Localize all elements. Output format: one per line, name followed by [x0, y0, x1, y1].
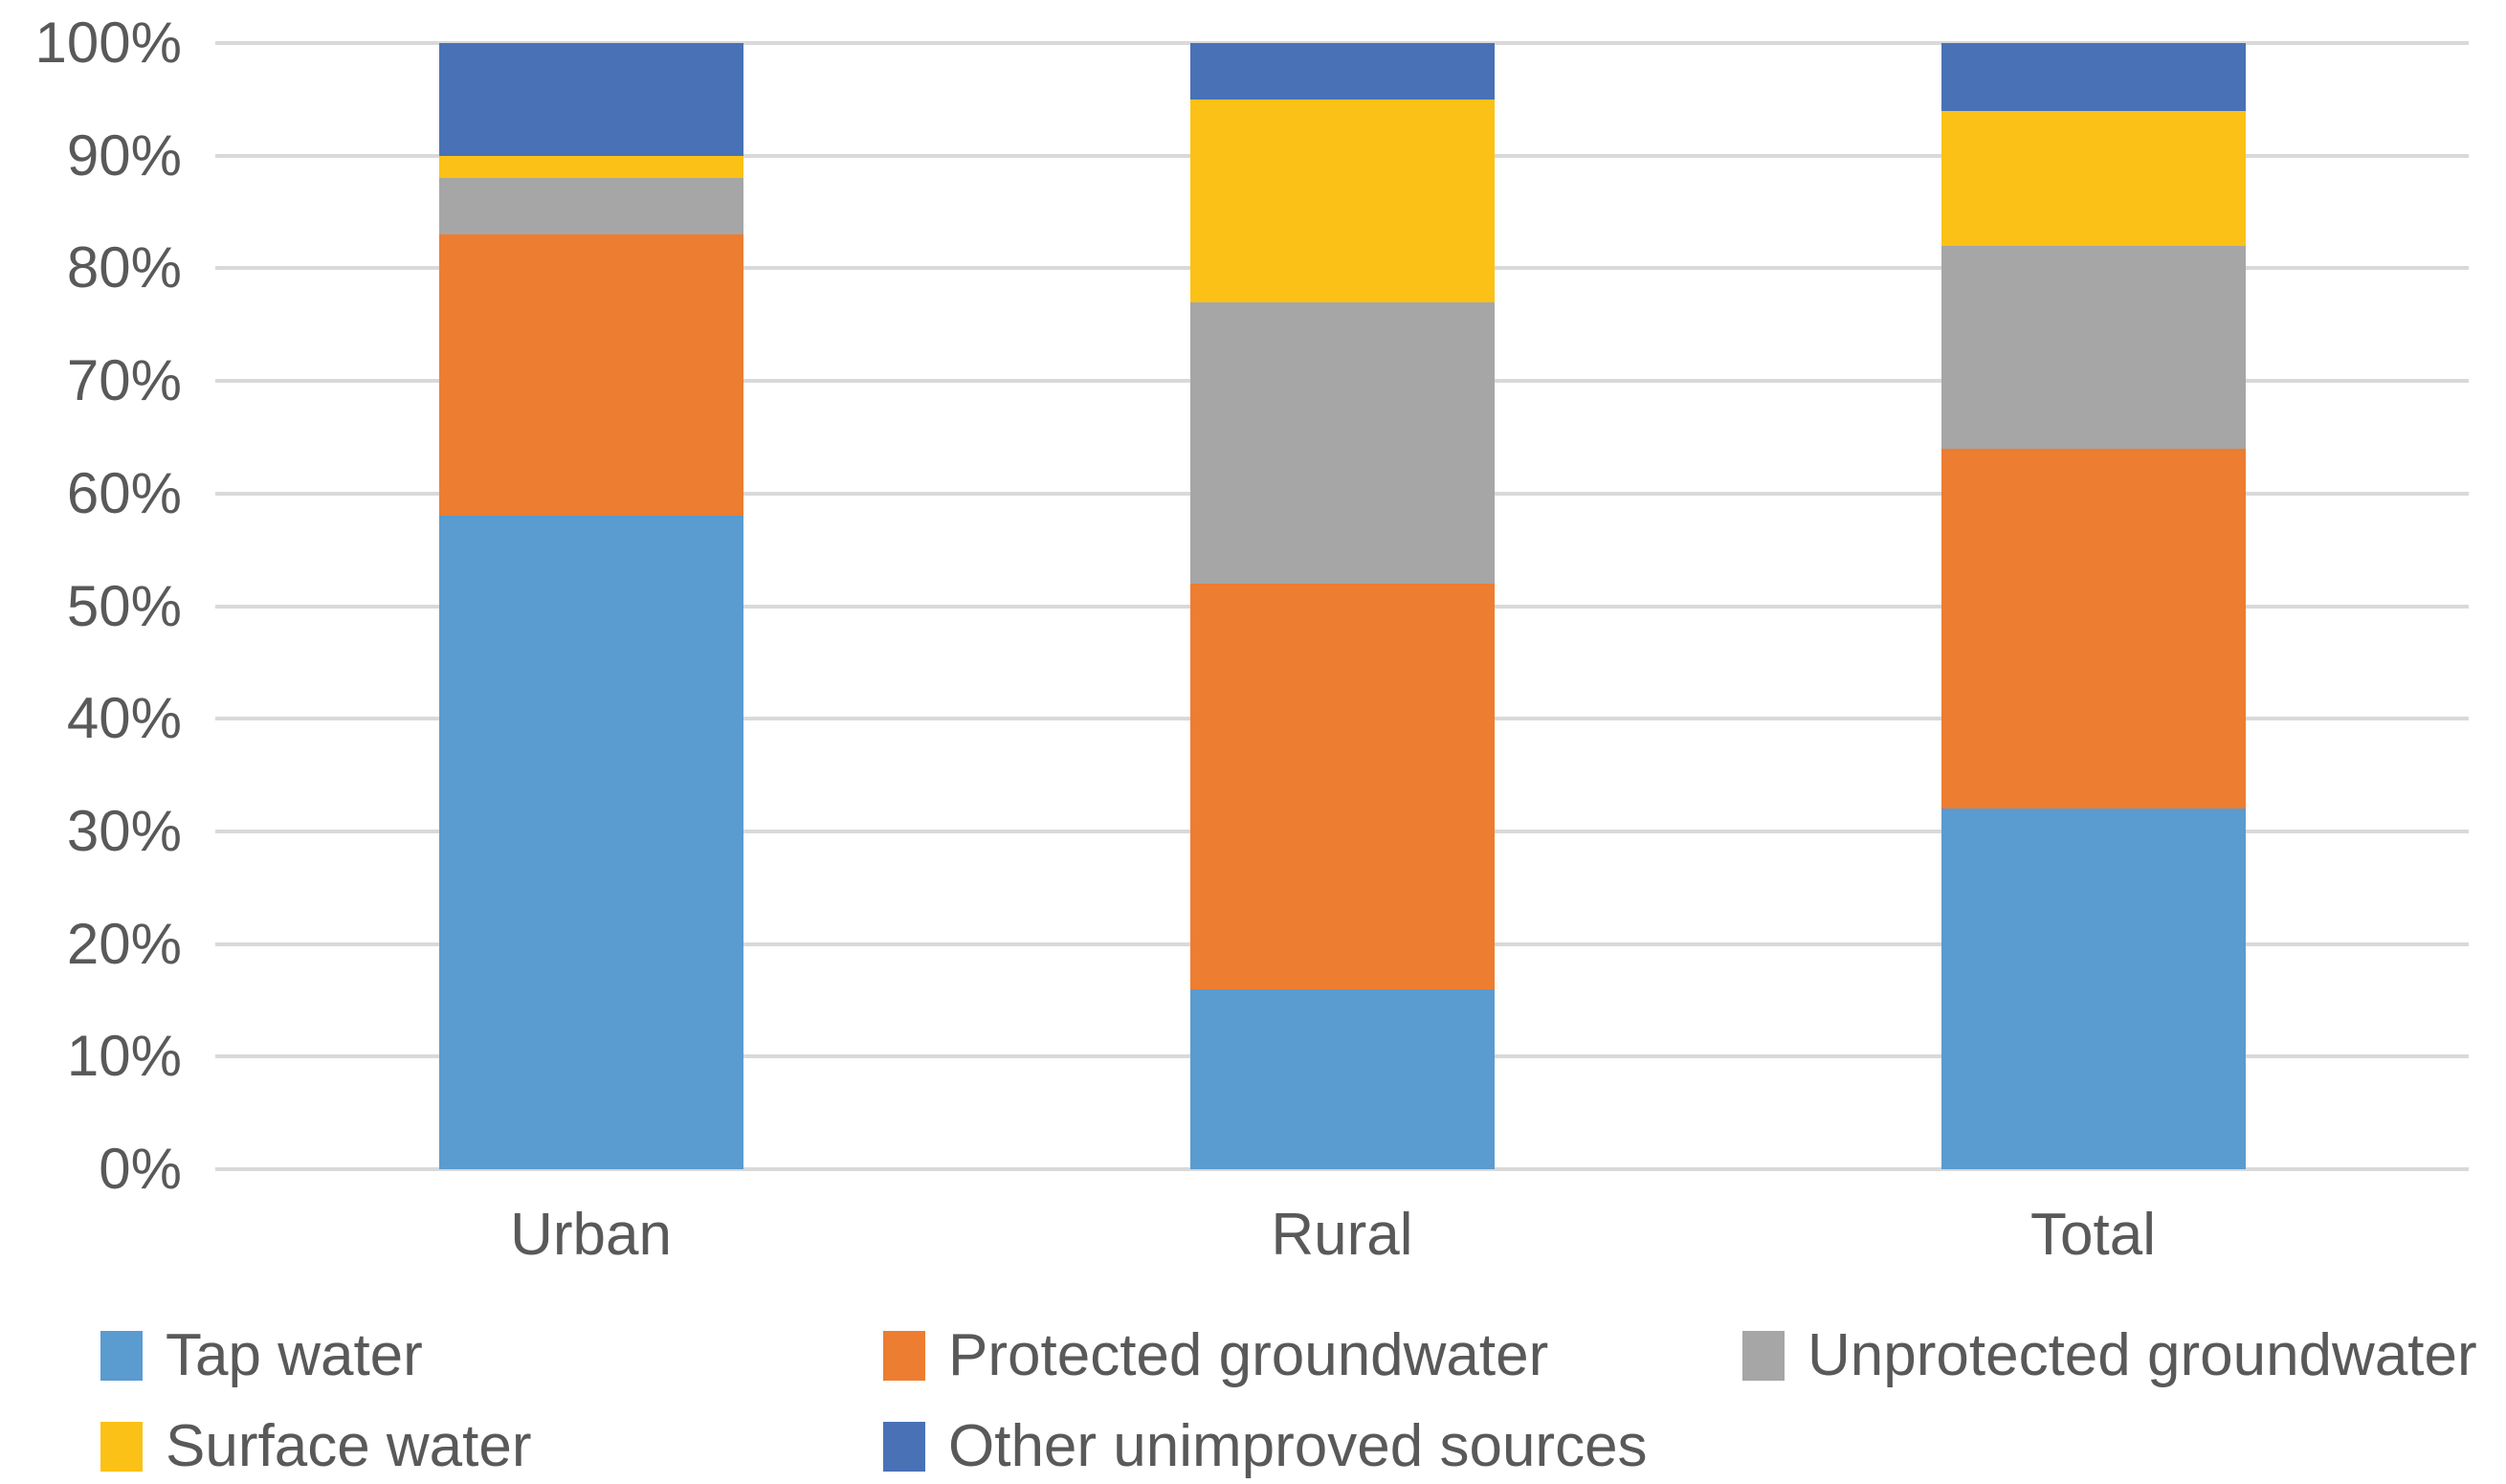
- segment-rural-tap-water: [1189, 988, 1495, 1169]
- y-tick-70-: 70%: [66, 348, 182, 413]
- segment-urban-other-unimproved-sources: [438, 43, 743, 156]
- x-axis-labels: Urban Rural Total: [215, 1202, 2469, 1269]
- legend-swatch-tap-water: [100, 1331, 143, 1381]
- segment-urban-surface-water: [438, 155, 743, 179]
- bar-slot-urban: [215, 43, 966, 1169]
- segment-rural-unprotected-groundwater: [1189, 301, 1495, 584]
- segment-total-other-unimproved-sources: [1940, 43, 2246, 111]
- y-tick-40-: 40%: [66, 686, 182, 751]
- y-tick-80-: 80%: [66, 235, 182, 300]
- bars-layer: [215, 43, 2469, 1169]
- bar-slot-total: [1718, 43, 2469, 1169]
- y-tick-50-: 50%: [66, 573, 182, 638]
- legend-item-tap-water: Tap water: [100, 1322, 423, 1389]
- y-tick-10-: 10%: [66, 1024, 182, 1089]
- y-tick-90-: 90%: [66, 122, 182, 188]
- y-tick-60-: 60%: [66, 460, 182, 525]
- gridline-0-: [215, 1167, 2469, 1171]
- y-tick-30-: 30%: [66, 798, 182, 863]
- bar-rural: [1189, 43, 1495, 1169]
- legend-item-unprotected-groundwater: Unprotected groundwater: [1742, 1322, 2477, 1389]
- bar-urban: [438, 43, 743, 1169]
- y-tick-20-: 20%: [66, 911, 182, 976]
- bar-total: [1940, 43, 2246, 1169]
- segment-rural-surface-water: [1189, 99, 1495, 302]
- legend-swatch-protected-groundwater: [883, 1331, 925, 1381]
- legend-label-other-unimproved-sources: Other unimproved sources: [948, 1413, 1648, 1479]
- bar-slot-rural: [966, 43, 1718, 1169]
- legend-swatch-unprotected-groundwater: [1742, 1331, 1785, 1381]
- x-label-total: Total: [2030, 1202, 2156, 1268]
- legend-swatch-surface-water: [100, 1422, 143, 1472]
- legend-swatch-other-unimproved-sources: [883, 1422, 925, 1472]
- segment-total-protected-groundwater: [1940, 448, 2246, 809]
- segment-urban-unprotected-groundwater: [438, 178, 743, 235]
- plot-area: [215, 41, 2469, 1171]
- segment-urban-tap-water: [438, 516, 743, 1169]
- legend-label-protected-groundwater: Protected groundwater: [948, 1322, 1549, 1388]
- legend-item-protected-groundwater: Protected groundwater: [883, 1322, 1548, 1389]
- y-tick-0-: 0%: [99, 1137, 182, 1201]
- gridline-100-: [215, 41, 2469, 45]
- legend-item-surface-water: Surface water: [100, 1413, 532, 1480]
- legend-label-tap-water: Tap water: [166, 1322, 423, 1388]
- segment-total-surface-water: [1940, 110, 2246, 246]
- legend-label-unprotected-groundwater: Unprotected groundwater: [1807, 1322, 2477, 1388]
- y-tick-100-: 100%: [34, 11, 182, 75]
- x-label-rural: Rural: [1271, 1202, 1413, 1268]
- segment-rural-other-unimproved-sources: [1189, 43, 1495, 100]
- segment-total-unprotected-groundwater: [1940, 245, 2246, 449]
- y-axis: 0% 10% 20% 30% 40% 50% 60% 70% 80% 90% 100%: [0, 11, 184, 1201]
- segment-urban-protected-groundwater: [438, 234, 743, 517]
- x-label-urban: Urban: [510, 1202, 672, 1268]
- legend-label-surface-water: Surface water: [166, 1413, 532, 1479]
- segment-total-tap-water: [1940, 808, 2246, 1169]
- segment-rural-protected-groundwater: [1189, 583, 1495, 989]
- legend-item-other-unimproved-sources: Other unimproved sources: [883, 1413, 1648, 1480]
